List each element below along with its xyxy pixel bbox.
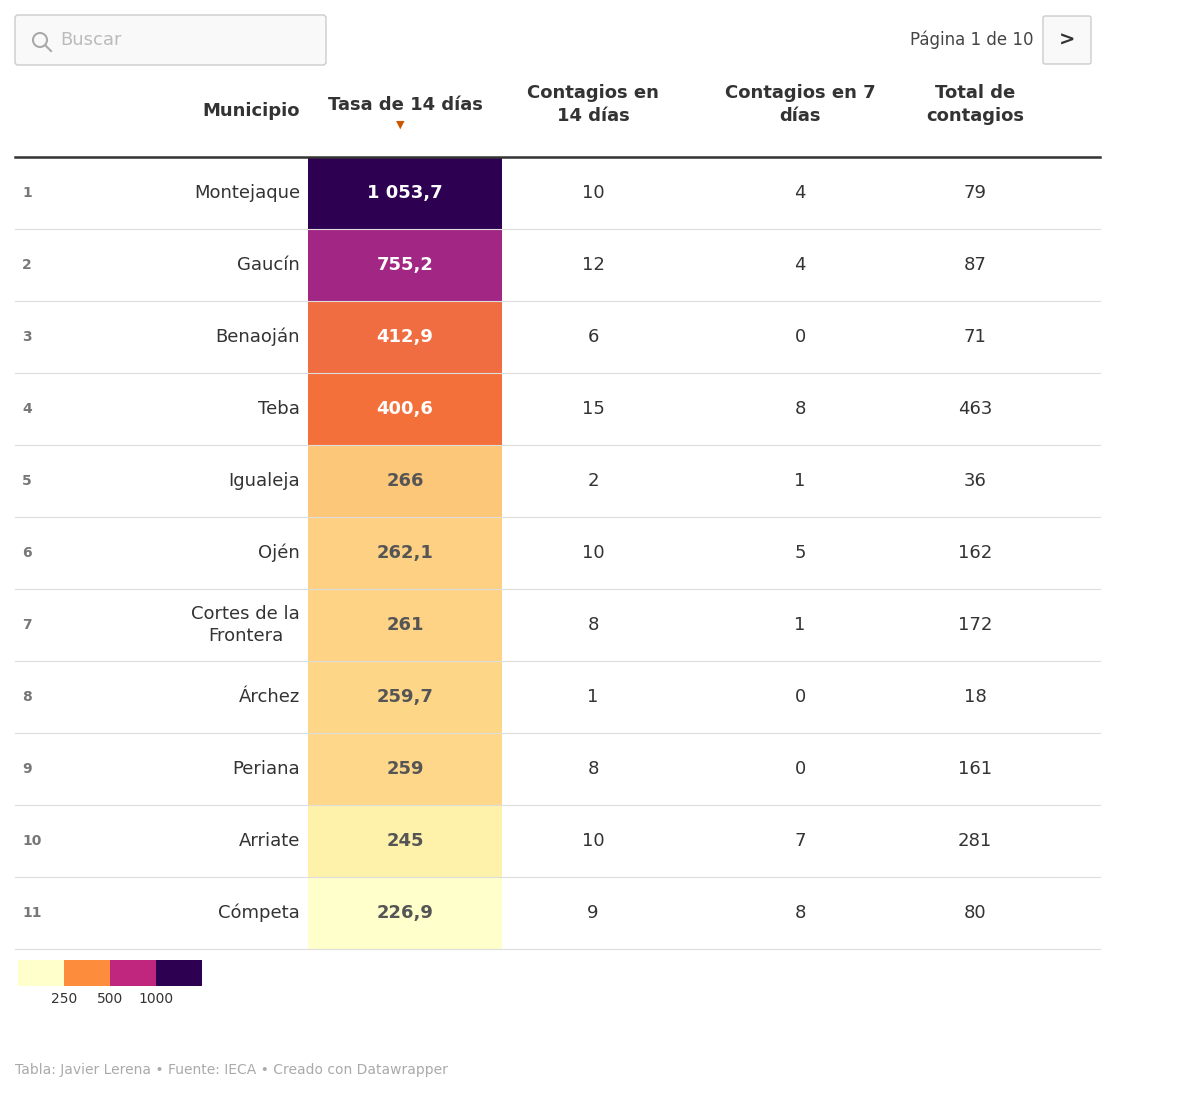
Bar xyxy=(308,805,502,877)
Text: 755,2: 755,2 xyxy=(377,256,433,274)
Text: >: > xyxy=(1058,30,1075,49)
Text: 8: 8 xyxy=(794,400,805,418)
Text: 4: 4 xyxy=(22,402,31,416)
Text: 2: 2 xyxy=(22,258,31,273)
Text: 5: 5 xyxy=(22,474,31,488)
Text: 7: 7 xyxy=(794,832,805,850)
Text: 18: 18 xyxy=(964,688,986,706)
Text: Árchez: Árchez xyxy=(239,688,300,706)
Text: 3: 3 xyxy=(22,330,31,344)
Text: Contagios en 7
días: Contagios en 7 días xyxy=(725,85,875,125)
Text: Cortes de la
Frontera: Cortes de la Frontera xyxy=(191,605,300,646)
Text: Total de
contagios: Total de contagios xyxy=(926,85,1024,125)
Text: 87: 87 xyxy=(964,256,986,274)
Text: 12: 12 xyxy=(582,256,605,274)
Text: 250: 250 xyxy=(50,992,77,1006)
Text: Teba: Teba xyxy=(258,400,300,418)
Text: Cómpeta: Cómpeta xyxy=(218,904,300,923)
Text: 6: 6 xyxy=(22,546,31,560)
Text: 10: 10 xyxy=(582,832,605,850)
Text: Tabla: Javier Lerena • Fuente: IECA • Creado con Datawrapper: Tabla: Javier Lerena • Fuente: IECA • Cr… xyxy=(14,1063,448,1077)
Text: 2: 2 xyxy=(587,472,599,490)
Text: ▼: ▼ xyxy=(396,120,404,130)
Text: 281: 281 xyxy=(958,832,992,850)
Text: 162: 162 xyxy=(958,544,992,562)
Text: 1: 1 xyxy=(587,688,599,706)
Bar xyxy=(308,517,502,589)
Text: 172: 172 xyxy=(958,615,992,634)
Text: 0: 0 xyxy=(794,328,805,346)
Text: 4: 4 xyxy=(794,184,805,202)
Text: 9: 9 xyxy=(587,904,599,922)
Text: 463: 463 xyxy=(958,400,992,418)
Bar xyxy=(64,960,110,986)
Text: 71: 71 xyxy=(964,328,986,346)
Text: Ojén: Ojén xyxy=(258,544,300,562)
Text: 259,7: 259,7 xyxy=(377,688,433,706)
Bar xyxy=(308,733,502,805)
Bar xyxy=(308,661,502,733)
Text: 400,6: 400,6 xyxy=(377,400,433,418)
Text: 226,9: 226,9 xyxy=(377,904,433,922)
Text: 79: 79 xyxy=(964,184,986,202)
Text: Montejaque: Montejaque xyxy=(194,184,300,202)
Text: 1: 1 xyxy=(22,187,31,200)
Text: 262,1: 262,1 xyxy=(377,544,433,562)
Text: 36: 36 xyxy=(964,472,986,490)
Text: 8: 8 xyxy=(587,760,599,779)
Text: Tasa de 14 días: Tasa de 14 días xyxy=(328,95,482,114)
Text: Municipio: Municipio xyxy=(203,102,300,120)
Text: Arriate: Arriate xyxy=(239,832,300,850)
Text: 161: 161 xyxy=(958,760,992,779)
Text: Página 1 de 10: Página 1 de 10 xyxy=(910,31,1033,49)
Text: 9: 9 xyxy=(22,762,31,776)
Text: 1: 1 xyxy=(794,472,805,490)
FancyBboxPatch shape xyxy=(1043,16,1091,64)
Text: 6: 6 xyxy=(587,328,599,346)
Text: 80: 80 xyxy=(964,904,986,922)
Bar xyxy=(308,373,502,445)
FancyBboxPatch shape xyxy=(14,15,326,65)
Text: 8: 8 xyxy=(22,690,31,704)
Bar xyxy=(308,445,502,517)
Bar xyxy=(308,300,502,373)
Text: 7: 7 xyxy=(22,618,31,632)
Text: 10: 10 xyxy=(22,834,41,848)
Text: 5: 5 xyxy=(794,544,805,562)
Text: 412,9: 412,9 xyxy=(377,328,433,346)
Text: 1 053,7: 1 053,7 xyxy=(367,184,443,202)
Text: 8: 8 xyxy=(794,904,805,922)
Text: 0: 0 xyxy=(794,688,805,706)
Text: 10: 10 xyxy=(582,544,605,562)
Text: Benaoján: Benaoján xyxy=(216,327,300,346)
Text: 266: 266 xyxy=(386,472,424,490)
Text: 245: 245 xyxy=(386,832,424,850)
Text: 261: 261 xyxy=(386,615,424,634)
Text: 15: 15 xyxy=(582,400,605,418)
Text: Gaucín: Gaucín xyxy=(238,256,300,274)
Bar xyxy=(308,157,502,229)
Text: 4: 4 xyxy=(794,256,805,274)
Text: Contagios en
14 días: Contagios en 14 días xyxy=(527,85,659,125)
Text: 1000: 1000 xyxy=(138,992,174,1006)
Text: 259: 259 xyxy=(386,760,424,779)
Text: Buscar: Buscar xyxy=(60,31,121,49)
Bar xyxy=(308,589,502,661)
Text: 500: 500 xyxy=(97,992,124,1006)
Bar xyxy=(18,960,64,986)
Text: 8: 8 xyxy=(587,615,599,634)
Text: 1: 1 xyxy=(794,615,805,634)
Bar xyxy=(308,877,502,949)
Text: Igualeja: Igualeja xyxy=(228,472,300,490)
Bar xyxy=(308,229,502,300)
Text: 10: 10 xyxy=(582,184,605,202)
Text: 0: 0 xyxy=(794,760,805,779)
Bar xyxy=(156,960,202,986)
Text: 11: 11 xyxy=(22,906,42,920)
Text: Periana: Periana xyxy=(233,760,300,779)
Bar xyxy=(110,960,156,986)
